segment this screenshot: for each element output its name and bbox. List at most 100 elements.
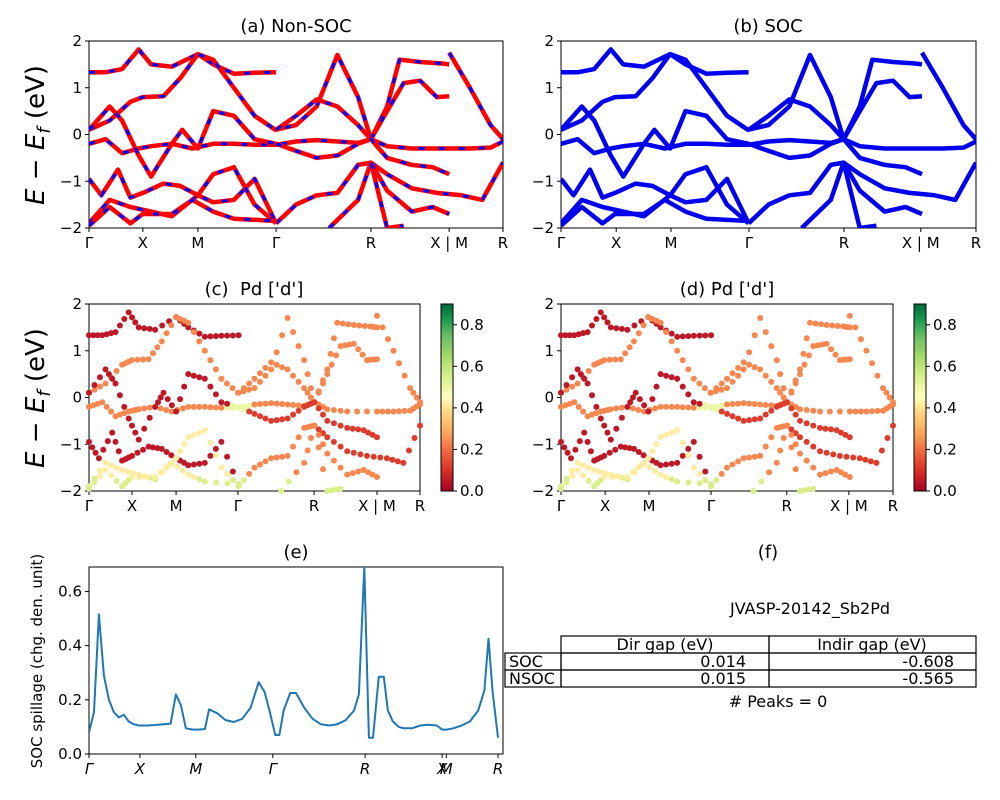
projection-point [105,371,112,378]
projection-point [108,462,115,469]
projection-point [713,477,720,484]
projection-point [863,408,870,415]
projection-point [95,455,102,462]
projection-point [702,477,709,484]
projection-point [640,452,647,459]
projection-point [668,476,675,483]
panel-a-title: (a) Non-SOC [240,16,351,37]
projection-point [99,332,106,339]
projection-point [580,330,587,337]
projection-point [240,385,247,392]
e-xtick-label: X [134,760,146,778]
projection-point [132,319,139,326]
c-colorbar-tick-label: 0.4 [460,399,484,417]
projection-point [652,405,659,412]
projection-point [757,366,764,373]
projection-point [740,359,747,366]
projection-point [822,425,829,432]
panel-d-title: (d) Pd ['d'] [680,279,775,300]
projection-point [718,380,725,387]
projection-point [800,350,807,357]
c-xtick-label: Γ [234,497,243,515]
projection-point [251,464,258,471]
projection-point [112,329,119,336]
projection-point [846,324,853,331]
projection-point [224,400,231,407]
projection-point [631,445,637,452]
projection-point [196,330,203,337]
soc-dir-gap: 0.014 [700,652,746,671]
projection-point [810,422,817,429]
projection-point [89,444,96,451]
projection-point [762,329,769,336]
e-ytick-label: 0.6 [58,582,82,600]
projection-point [751,332,758,339]
projection-point [696,470,703,477]
projection-point [135,324,142,331]
projection-point [679,439,686,446]
projection-point [145,356,152,363]
projection-point [273,400,280,407]
projection-point [584,329,591,336]
projection-point [349,470,356,477]
nonsoc-band-band1 [89,47,277,76]
projection-point [624,403,631,410]
projection-point [668,429,675,436]
projection-point [593,403,600,410]
panel-a-nonsoc-bands: −2 −1 0 1 2 Γ X M Γ R X | M R [60,32,508,252]
projection-point [104,438,111,445]
projection-point [218,464,225,471]
projection-point [90,332,97,339]
svg-text:E − Ef (eV): E − Ef (eV) [21,65,55,205]
nonsoc-band-band14 [327,160,404,228]
c-ytick-label: 2 [72,295,82,313]
projection-point [652,467,659,474]
spillage-line [89,567,499,739]
projection-point [817,471,823,478]
projection-point [874,372,881,379]
projection-point [97,467,103,474]
projection-point [293,469,300,476]
projection-point [788,389,795,396]
projection-point [708,481,715,487]
projection-point [757,452,764,459]
projection-point [746,361,753,368]
projection-point [828,346,834,353]
projection-point [337,407,344,414]
projection-point [803,438,810,445]
projection-point [179,467,186,474]
panel-c-pd-d-projection: −2 −1 0 1 2 Γ X M Γ R X | M R 0.0 0.2 0.4 0.6 0.8 [60,295,484,515]
projection-point [668,374,675,381]
projection-point [601,357,608,364]
projection-point [121,403,128,410]
projection-point [788,405,795,412]
projection-point [190,372,197,379]
d-xtick-label: Γ [557,497,566,515]
projection-point [657,471,664,478]
projection-point [663,474,670,480]
projection-point [601,474,608,480]
projection-point [181,383,188,390]
projection-point [784,422,791,429]
projection-point [622,350,629,357]
projection-point [157,394,164,401]
projection-point [116,322,123,329]
projection-point [713,385,720,392]
d-ytick-label: 1 [544,342,554,360]
projection-point [874,407,881,414]
projection-point [690,438,697,445]
projection-point [190,474,197,480]
projection-point [740,455,747,462]
projection-point [846,312,853,319]
projection-point [129,474,135,480]
projection-point [168,322,175,329]
panel-e-ylabel: SOC spillage (chg. den. unit) [28,554,46,769]
projection-point [563,382,570,388]
nonsoc-band-band8 [369,160,503,203]
projection-point [268,366,275,373]
projection-point [696,380,703,387]
projection-point [601,314,608,321]
e-xtick-label: M [440,760,453,778]
projection-point [685,404,692,411]
